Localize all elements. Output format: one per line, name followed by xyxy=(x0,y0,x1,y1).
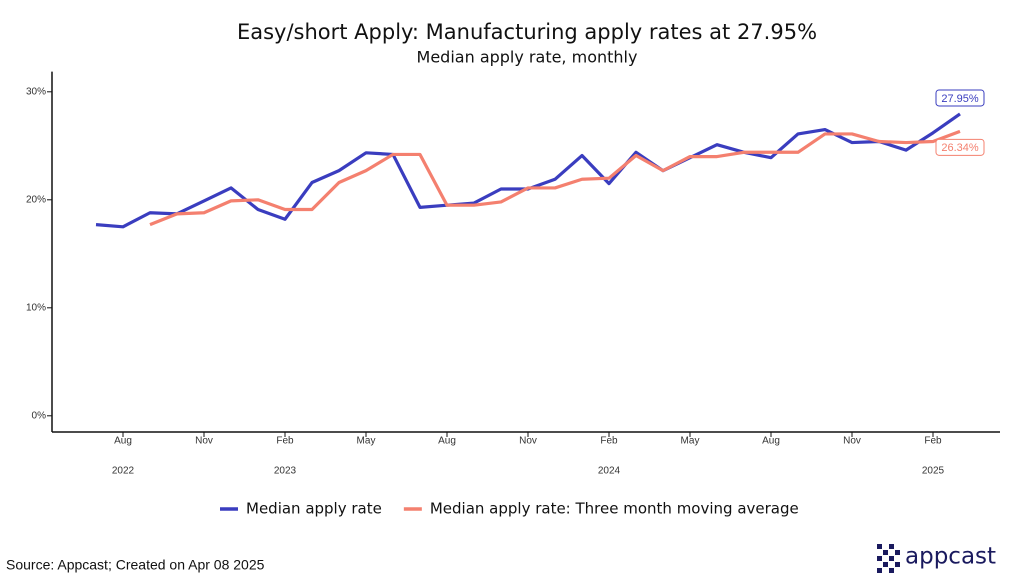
x-tick-label: Aug xyxy=(114,436,132,447)
x-tick-label: Feb xyxy=(276,436,294,447)
y-tick-label: 20% xyxy=(26,194,46,205)
value-label: 26.34% xyxy=(941,142,979,154)
legend-label: Median apply rate xyxy=(246,500,382,518)
y-tick-label: 0% xyxy=(32,410,47,421)
year-label: 2022 xyxy=(112,466,135,477)
x-tick-label: May xyxy=(357,436,376,447)
y-tick-label: 30% xyxy=(26,86,46,97)
x-tick-label: Nov xyxy=(843,436,861,447)
series-line xyxy=(149,129,961,227)
value-label: 27.95% xyxy=(941,93,979,105)
logo-text: appcast xyxy=(905,544,996,570)
x-tick-label: Nov xyxy=(195,436,213,447)
value-label-box xyxy=(935,89,985,107)
series-line xyxy=(95,112,961,229)
legend-label: Median apply rate: Three month moving av… xyxy=(430,500,799,518)
x-tick-label: Feb xyxy=(924,436,942,447)
x-tick-label: Nov xyxy=(519,436,537,447)
source-note: Source: Appcast; Created on Apr 08 2025 xyxy=(6,557,265,573)
chart-title: Easy/short Apply: Manufacturing apply ra… xyxy=(237,20,817,44)
value-label-box xyxy=(935,138,985,156)
year-label: 2023 xyxy=(274,466,297,477)
year-label: 2025 xyxy=(922,466,945,477)
x-tick-label: May xyxy=(681,436,700,447)
logo-icon xyxy=(877,544,900,573)
x-tick-label: Feb xyxy=(600,436,618,447)
y-tick-label: 10% xyxy=(26,302,46,313)
x-tick-label: Aug xyxy=(438,436,456,447)
x-tick-label: Aug xyxy=(762,436,780,447)
chart-subtitle: Median apply rate, monthly xyxy=(417,48,638,67)
year-label: 2024 xyxy=(598,466,621,477)
